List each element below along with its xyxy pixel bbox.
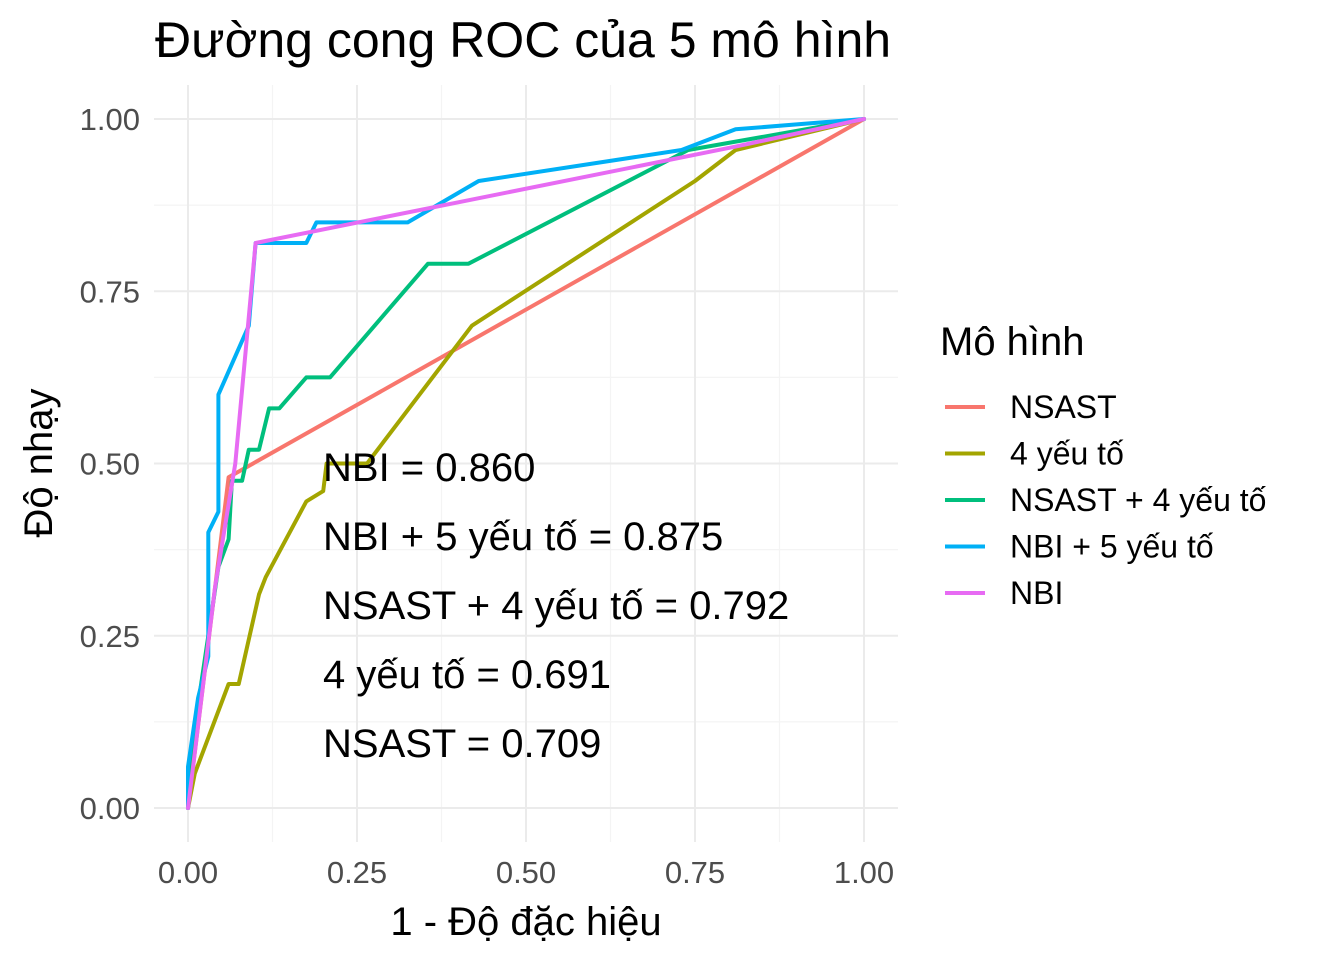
y-tick-label: 0.75	[80, 274, 140, 309]
legend-label-1: 4 yếu tố	[1010, 436, 1124, 472]
legend-label-3: NBI + 5 yếu tố	[1010, 529, 1214, 565]
legend-label-4: NBI	[1010, 575, 1063, 611]
x-tick-label: 0.00	[158, 855, 218, 890]
x-tick-label: 1.00	[834, 855, 894, 890]
legend-label-2: NSAST + 4 yếu tố	[1010, 482, 1267, 518]
auc-annotation-4: NSAST = 0.709	[323, 722, 601, 766]
x-axis-title: 1 - Độ đặc hiệu	[390, 900, 661, 944]
y-tick-label: 1.00	[80, 102, 140, 137]
series-line-1	[186, 117, 866, 810]
y-tick-label: 0.25	[80, 619, 140, 654]
x-tick-label: 0.50	[496, 855, 556, 890]
x-tick-label: 0.75	[665, 855, 725, 890]
y-tick-label: 0.00	[80, 791, 140, 826]
chart-title: Đường cong ROC của 5 mô hình	[155, 12, 891, 68]
series-line-4	[186, 117, 866, 810]
legend-label-0: NSAST	[1010, 389, 1117, 425]
legend: Mô hình NSAST 4 yếu tố NSAST + 4 yếu tố NBI…	[940, 320, 1267, 611]
auc-annotation-2: NSAST + 4 yếu tố = 0.792	[323, 584, 789, 628]
auc-annotation-1: NBI + 5 yếu tố = 0.875	[323, 515, 723, 559]
legend-title: Mô hình	[940, 320, 1085, 364]
y-tick-label: 0.50	[80, 447, 140, 482]
axis-ticks: 0.00 0.25 0.50 0.75 1.00 0.00 0.25 0.50 0.75 1.00	[80, 102, 895, 890]
auc-annotations: NBI = 0.860 NBI + 5 yếu tố = 0.875 NSAST +…	[323, 446, 789, 766]
y-axis-title: Độ nhạy	[17, 389, 61, 538]
auc-annotation-3: 4 yếu tố = 0.691	[323, 653, 611, 697]
auc-annotation-0: NBI = 0.860	[323, 446, 535, 490]
series-layer	[186, 117, 866, 810]
x-tick-label: 0.25	[327, 855, 387, 890]
legend-items: NSAST 4 yếu tố NSAST + 4 yếu tố NBI + 5 yếu…	[945, 389, 1267, 611]
